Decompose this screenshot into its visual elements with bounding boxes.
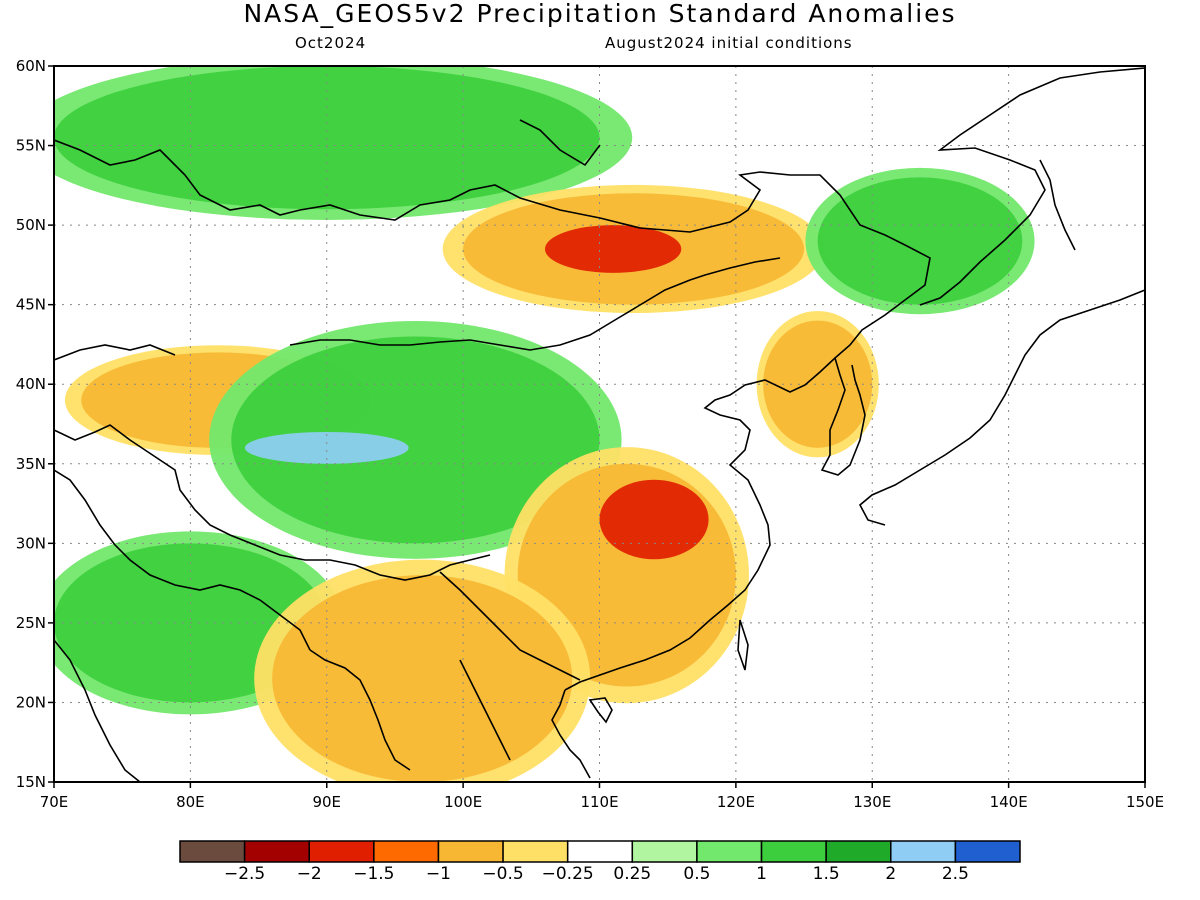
colorbar-swatch — [179, 840, 246, 863]
colorbar-label: −1.5 — [353, 864, 394, 884]
lon-tick-label: 110E — [580, 793, 618, 811]
colorbar-swatch — [890, 840, 957, 863]
lat-tick-label: 50N — [16, 216, 46, 234]
colorbar-label: −2.5 — [224, 864, 265, 884]
lon-tick-label: 130E — [853, 793, 891, 811]
colorbar-swatch — [696, 840, 763, 863]
colorbar-swatch — [954, 840, 1021, 863]
anomaly-region-wetter — [231, 336, 600, 544]
colorbar-swatch — [243, 840, 310, 863]
colorbar-label: −1 — [426, 864, 451, 884]
colorbar-swatch — [502, 840, 569, 863]
anomaly-region-much-drier — [599, 479, 709, 560]
colorbar-label: 0.5 — [683, 864, 710, 884]
anomaly-region-wetter — [817, 177, 1023, 305]
anomaly-region-wetter — [54, 66, 600, 210]
lon-tick-label: 140E — [990, 793, 1028, 811]
lon-tick-label: 150E — [1126, 793, 1164, 811]
lat-tick-label: 25N — [16, 614, 46, 632]
lon-tick-label: 90E — [312, 793, 341, 811]
colorbar-label: 2 — [885, 864, 896, 884]
lat-tick-label: 20N — [16, 693, 46, 711]
colorbar-swatch — [373, 840, 440, 863]
coastlines-and-borders — [54, 67, 1145, 782]
lon-tick-label: 100E — [444, 793, 482, 811]
colorbar-swatch — [825, 840, 892, 863]
lon-tick-label: 70E — [40, 793, 69, 811]
colorbar-label: 0.25 — [613, 864, 651, 884]
anomaly-region-much-wetter — [244, 431, 409, 464]
lat-tick-label: 60N — [16, 57, 46, 75]
lat-tick-label: 45N — [16, 296, 46, 314]
colorbar-swatch — [437, 840, 504, 863]
colorbar-label: −0.5 — [482, 864, 523, 884]
colorbar-labels: −2.5 −2 −1.5 −1 −0.5 −0.25 0.25 0.5 1 1.5 2 2.5 — [224, 864, 969, 884]
colorbar-swatch — [760, 840, 827, 863]
lat-tick-label: 15N — [16, 773, 46, 791]
initial-conditions-label: August2024 initial conditions — [605, 34, 853, 52]
forecast-month-label: Oct2024 — [295, 34, 367, 52]
anomaly-region-much-drier — [544, 225, 682, 273]
axis-ticks: 70E 80E 90E 100E 110E 120E 130E 140E 150E 15N 20N 2… — [16, 57, 1164, 811]
map-title: NASA_GEOS5v2 Precipitation Standard Anom… — [243, 0, 957, 28]
lat-tick-label: 55N — [16, 137, 46, 155]
lon-tick-label: 80E — [176, 793, 205, 811]
lat-tick-label: 30N — [16, 534, 46, 552]
colorbar-label: 1.5 — [813, 864, 840, 884]
lat-tick-label: 40N — [16, 375, 46, 393]
anomaly-region-drier — [763, 320, 873, 448]
lat-tick-label: 35N — [16, 455, 46, 473]
colorbar-swatch — [566, 840, 634, 863]
colorbar-label: −0.25 — [542, 864, 594, 884]
lon-tick-label: 120E — [717, 793, 755, 811]
colorbar-swatches — [179, 840, 1021, 863]
colorbar-swatch — [308, 840, 375, 863]
colorbar-swatch — [631, 840, 698, 863]
colorbar-label: −2 — [297, 864, 322, 884]
colorbar-label: 1 — [756, 864, 767, 884]
colorbar-label: 2.5 — [942, 864, 969, 884]
